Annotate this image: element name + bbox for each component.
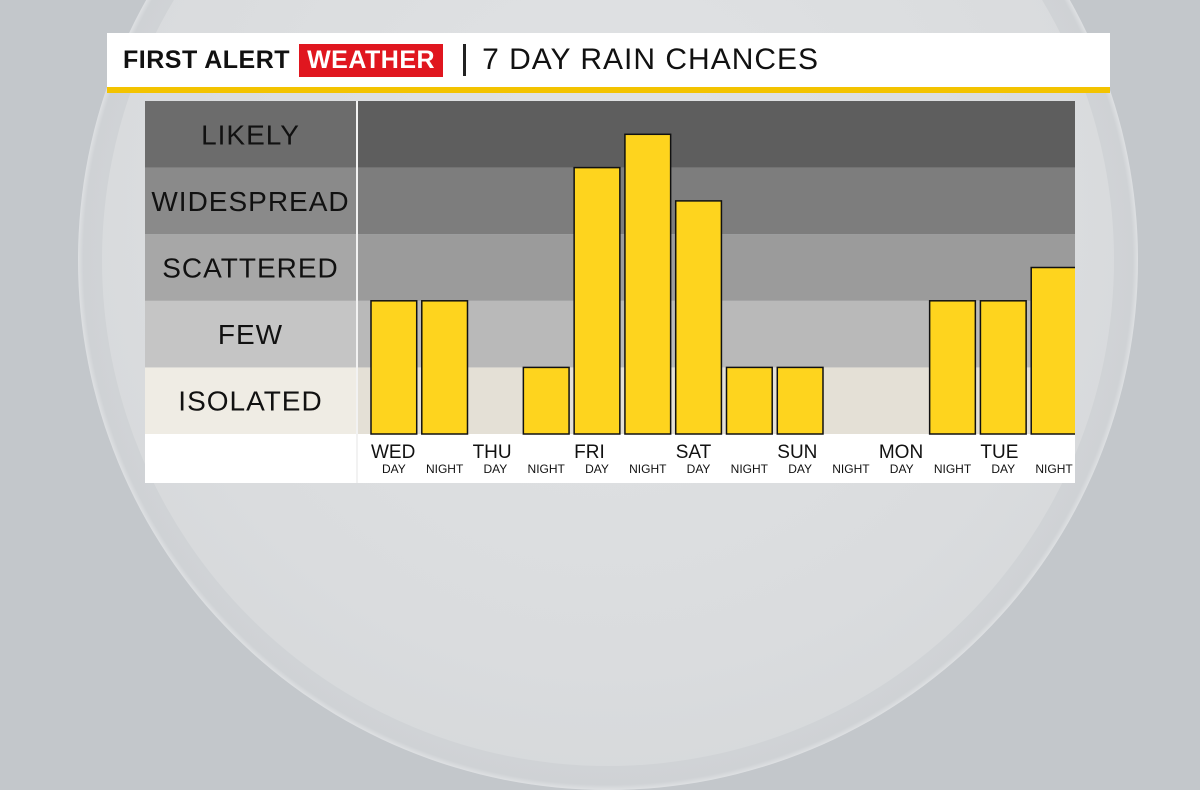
bar-fri-night xyxy=(624,133,672,435)
level-label-bg-widespread xyxy=(145,167,356,235)
bar-sat-night xyxy=(725,366,773,435)
day-label-sun: SUN xyxy=(777,442,817,463)
period-label: NIGHT xyxy=(731,462,769,476)
band-likely xyxy=(356,101,1075,168)
period-label: NIGHT xyxy=(1035,462,1073,476)
period-label: DAY xyxy=(484,462,508,476)
bar-mon-night xyxy=(928,300,977,435)
title-banner: FIRST ALERT WEATHER 7 DAY RAIN CHANCES xyxy=(107,33,1110,87)
bar-fri-day xyxy=(573,166,621,435)
period-label: DAY xyxy=(687,462,711,476)
chart-svg: ISOLATEDFEWSCATTEREDWIDESPREADLIKELYWEDD… xyxy=(145,101,1078,483)
day-label-sat: SAT xyxy=(676,442,712,463)
rain-chance-chart: ISOLATED FEW SCATTERED WIDESPREAD LIKELY WED D… xyxy=(145,101,1078,483)
period-label: DAY xyxy=(788,462,812,476)
day-label-mon: MON xyxy=(879,442,923,463)
bar-sat-day xyxy=(674,200,723,435)
period-label: NIGHT xyxy=(528,462,566,476)
period-label: NIGHT xyxy=(629,462,667,476)
bar-wed-day xyxy=(370,300,418,435)
level-label-bg-isolated xyxy=(145,367,356,434)
level-label-widespread: WIDESPREAD xyxy=(151,186,349,217)
bar-tue-night xyxy=(1030,266,1078,435)
period-label: DAY xyxy=(991,462,1015,476)
bar-sun-day xyxy=(776,366,824,435)
day-label-fri: FRI xyxy=(574,442,605,463)
period-label: NIGHT xyxy=(426,462,464,476)
title-divider xyxy=(463,44,467,76)
period-label: NIGHT xyxy=(832,462,870,476)
day-label-thu: THU xyxy=(473,442,512,463)
level-label-bg-likely xyxy=(145,101,356,168)
period-label: DAY xyxy=(890,462,914,476)
bar-wed-night xyxy=(421,300,469,435)
brand-first-alert: FIRST ALERT xyxy=(123,45,291,74)
day-label-wed: WED xyxy=(371,442,415,463)
level-label-isolated: ISOLATED xyxy=(178,386,322,417)
level-label-scattered: SCATTERED xyxy=(162,253,339,284)
level-label-few: FEW xyxy=(218,319,283,350)
period-label: NIGHT xyxy=(934,462,972,476)
period-label: DAY xyxy=(585,462,609,476)
bar-thu-night xyxy=(522,366,570,435)
level-label-likely: LIKELY xyxy=(201,119,300,150)
page-title: 7 DAY RAIN CHANCES xyxy=(482,43,820,76)
title-accent-bar xyxy=(107,87,1110,93)
day-label-tue: TUE xyxy=(980,442,1018,463)
brand-weather-badge: WEATHER xyxy=(299,43,444,77)
level-label-bg-few xyxy=(145,300,356,368)
period-label: DAY xyxy=(382,462,406,476)
level-label-bg-scattered xyxy=(145,234,356,301)
x-axis-area xyxy=(145,434,1075,483)
label-divider xyxy=(356,101,358,483)
bar-tue-day xyxy=(979,300,1027,435)
